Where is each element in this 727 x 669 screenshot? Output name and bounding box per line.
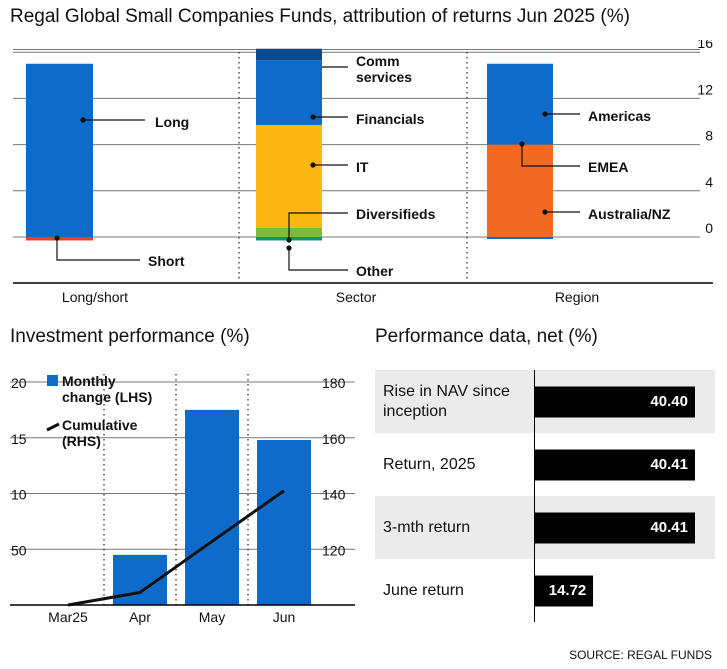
monthly-bar [257,439,311,605]
leader-line [288,212,348,240]
performance-chart: 180 20 160 15 140 10 120 50 Mar25 Apr May Jun Monthl… [0,362,365,637]
y-tick-label: 8 [705,128,713,144]
segment-label: EMEA [588,159,628,175]
stacked-bar-segment [26,237,93,241]
x-tick-label: Apr [129,609,151,625]
perf-bar: 40.40 [535,386,695,417]
perf-row-june: June return 14.72 [375,559,715,622]
legend-label-monthly: Monthly change (LHS) [62,373,152,405]
stacked-bar-segment [26,63,93,237]
segment-label: Diversifieds [356,206,436,222]
source-note: SOURCE: REGAL FUNDS [569,648,712,662]
stacked-bar-segment [487,237,553,239]
perf-row-2025: Return, 2025 40.41 [375,433,715,496]
performance-chart-title: Investment performance (%) [10,326,250,347]
segment-label: Australia/NZ [588,206,671,222]
perf-row-label: June return [383,581,464,599]
x-tick-label: Sector [336,289,377,305]
leader-line [56,238,140,261]
perf-bar: 14.72 [535,575,594,606]
segment-label: Comm services [356,53,412,85]
stacked-bar-segment [487,144,553,237]
leader-dot [80,117,86,123]
cumulative-line [67,489,285,607]
table-axis-line [534,370,535,622]
perf-bar: 40.41 [535,512,695,543]
segment-label: Long [155,114,189,130]
stacked-bar-segment [256,124,322,228]
segment-label: IT [356,159,369,175]
stacked-bar-segment [487,63,553,145]
stacked-bar-segment [256,60,322,125]
legend-label-cumulative: Cumulative (RHS) [62,417,138,449]
x-tick-label: Region [555,289,599,305]
perf-bar: 40.41 [535,449,695,480]
y-tick-label: 16 [697,40,713,51]
right-tick-label: 180 [322,375,346,391]
perf-bar-value: 14.72 [548,582,587,599]
right-tick-label: 140 [322,487,346,503]
perf-row-3mth: 3-mth return 40.41 [375,496,715,559]
perf-row-nav: Rise in NAV since inception 40.40 [375,370,715,433]
x-tick-label: Mar25 [48,609,88,625]
x-tick-label: Long/short [62,289,128,305]
left-tick-label: 20 [11,375,27,391]
chart-title: Regal Global Small Companies Funds, attr… [10,6,630,27]
left-tick-label: 50 [11,542,27,558]
perf-row-label: Return, 2025 [383,455,476,473]
right-tick-label: 120 [322,542,346,558]
performance-data-title: Performance data, net (%) [375,326,598,347]
leader-line [288,248,348,271]
segment-label: Financials [356,111,425,127]
segment-label: Short [148,253,185,269]
leader-dot [542,209,548,215]
leader-dot [519,141,525,147]
leader-dot [542,111,548,117]
leader-dot [286,237,292,243]
perf-bar-value: 40.41 [650,519,688,536]
segment-label: Americas [588,108,651,124]
left-tick-label: 15 [11,431,27,447]
y-tick-label: 12 [697,81,713,97]
right-tick-label: 160 [322,431,346,447]
perf-row-label: 3-mth return [383,518,471,536]
leader-dot [54,235,60,241]
y-tick-label: 4 [705,174,713,190]
stacked-bar-segment [256,48,322,61]
performance-data-table: Rise in NAV since inception 40.40 Return… [375,370,715,622]
y-tick-label: 0 [705,220,713,236]
attribution-chart: 0 4 8 12 16 Long/short Sector Region Long Short Ot… [0,40,727,310]
leader-dot [286,245,292,251]
perf-bar-value: 40.40 [650,393,688,410]
x-tick-label: May [199,609,225,625]
leader-line [521,144,580,167]
legend-swatch-cumulative [46,422,60,432]
segment-label: Other [356,263,394,279]
x-tick-label: Jun [273,609,296,625]
leader-dot [310,114,316,120]
monthly-bar [185,409,239,605]
leader-dot [310,162,316,168]
left-tick-label: 10 [11,487,27,503]
legend-swatch-monthly [47,375,58,386]
perf-row-label: Rise in NAV since inception [383,382,510,420]
perf-bar-value: 40.41 [650,456,688,473]
